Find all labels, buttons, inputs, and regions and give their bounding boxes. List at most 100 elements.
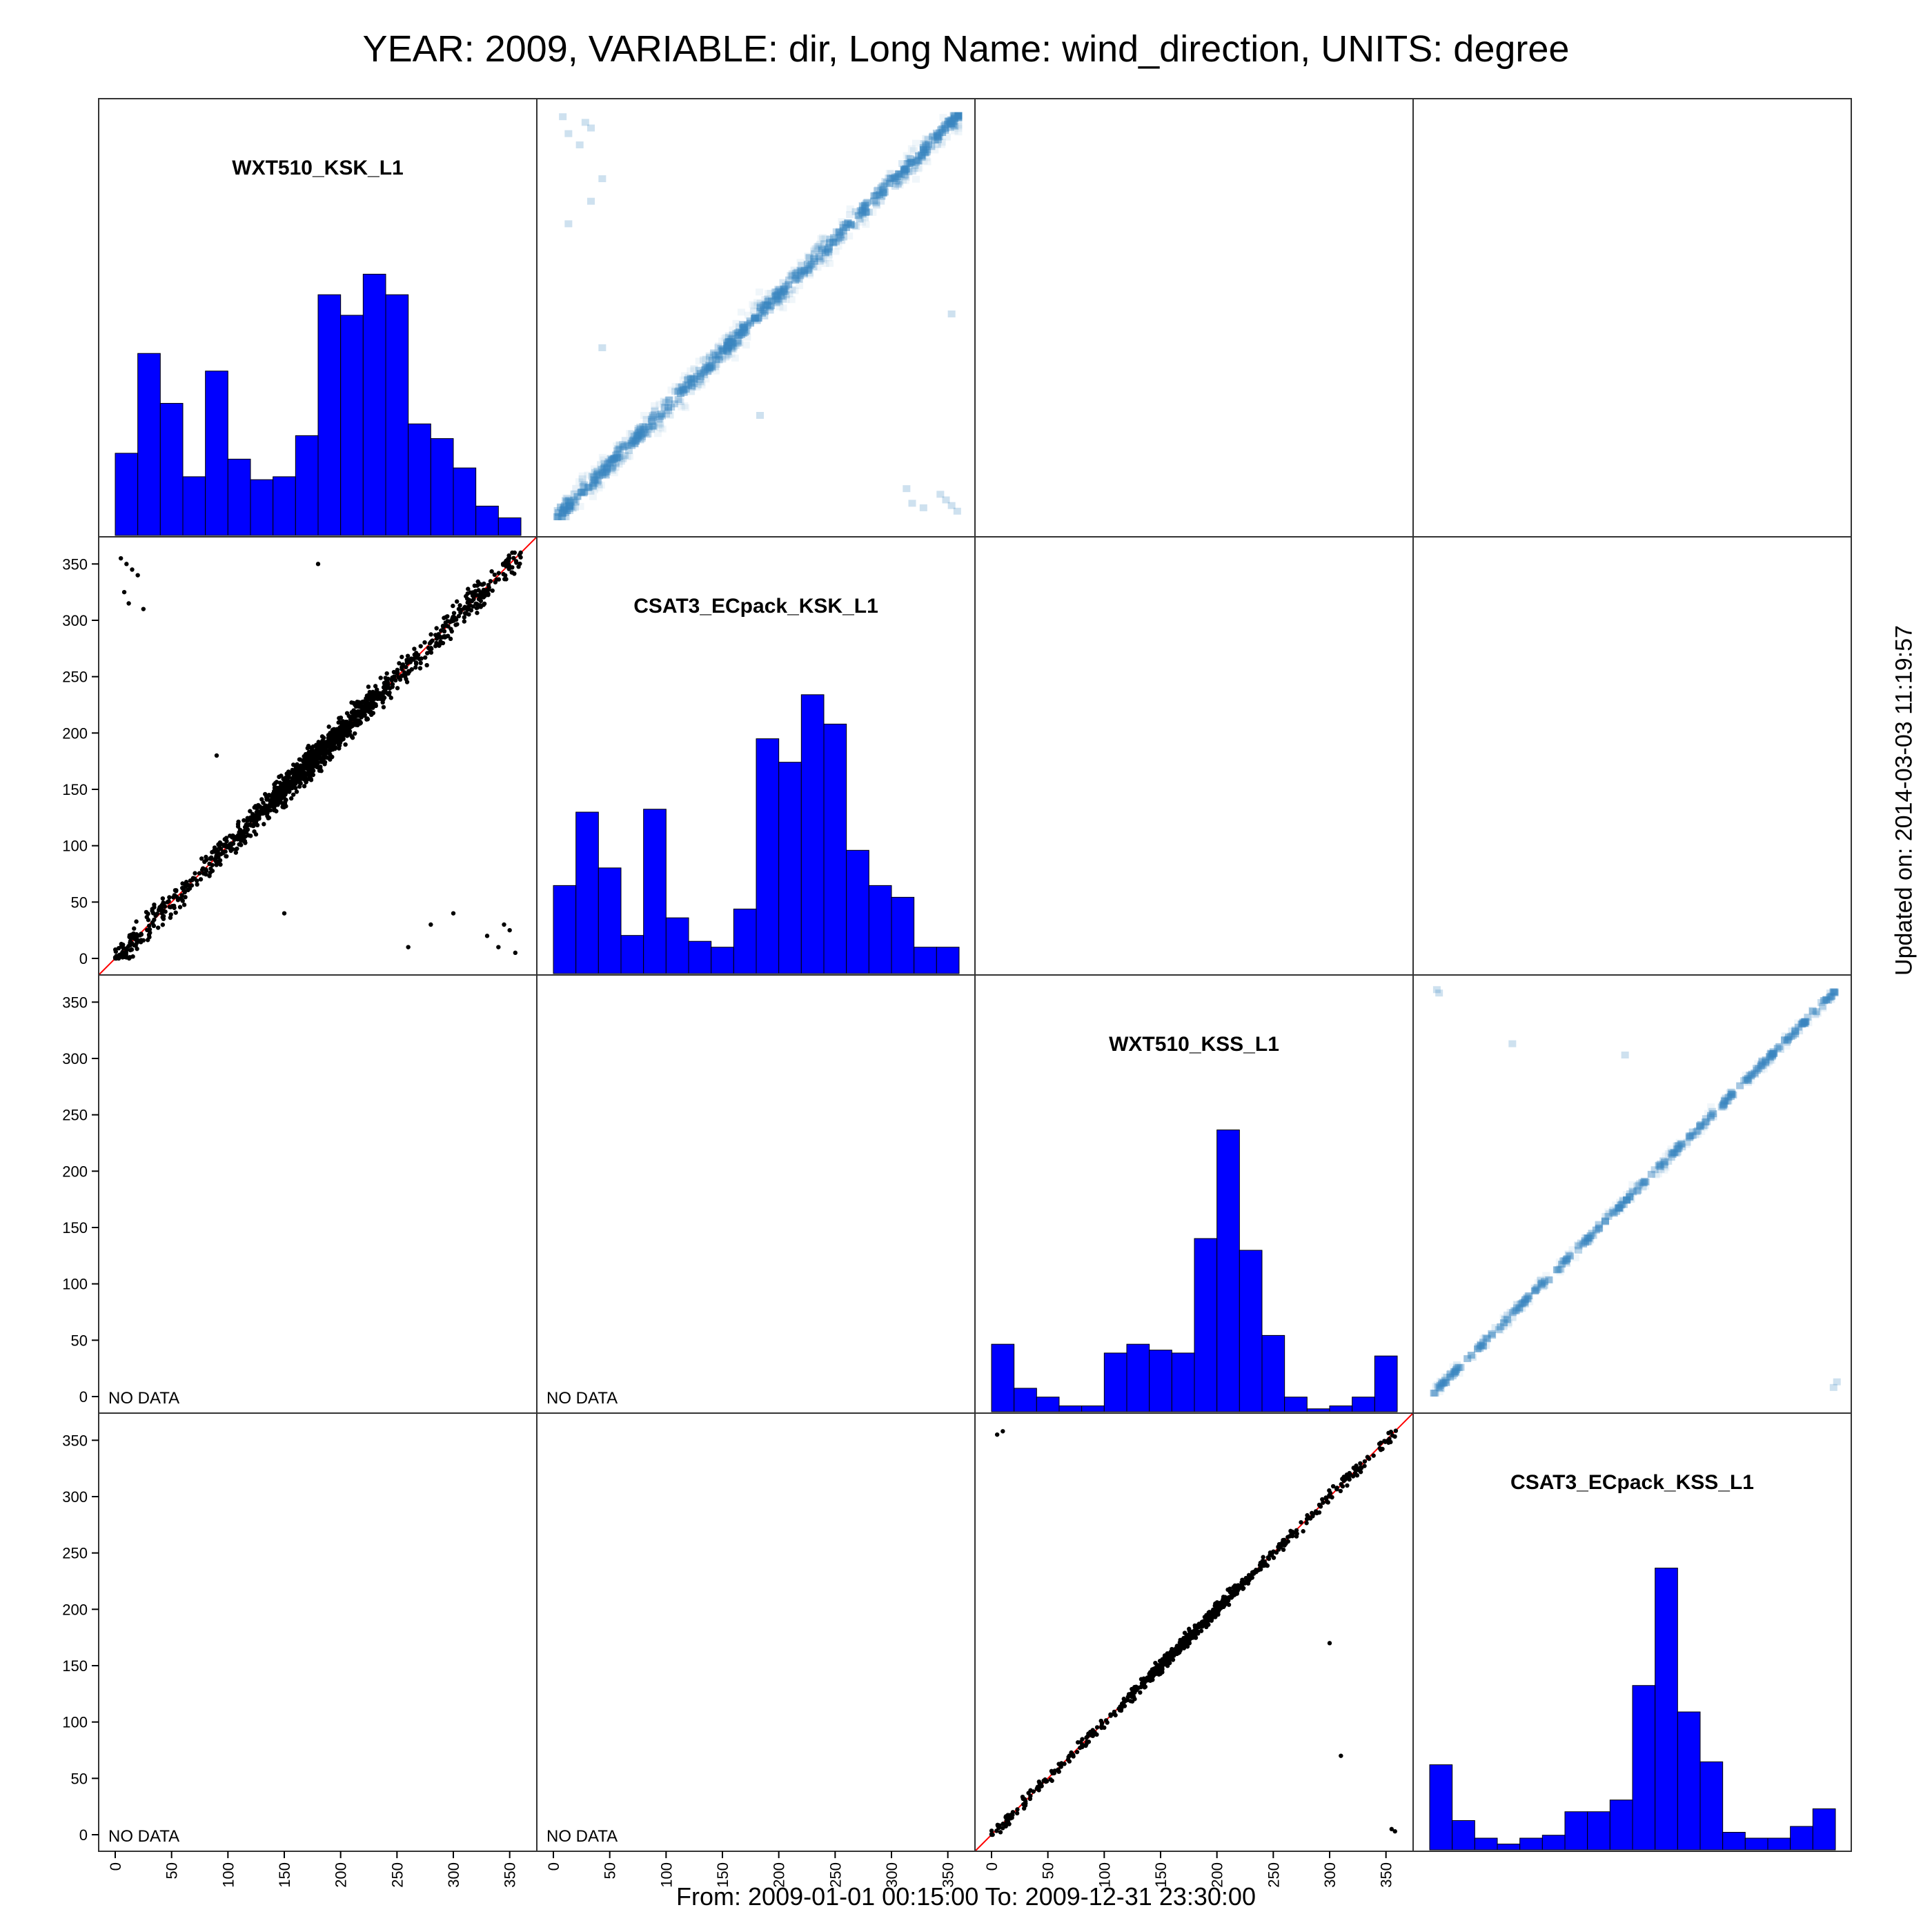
- density-cell: [708, 357, 716, 364]
- density-cell: [604, 460, 612, 468]
- density-cell: [1499, 1323, 1508, 1330]
- scatter-point: [244, 824, 248, 829]
- scatter-point: [253, 816, 259, 820]
- scatter-point: [274, 780, 279, 785]
- density-cell: [885, 180, 894, 188]
- scatter-point: [182, 889, 187, 895]
- scatter-point: [994, 1432, 1000, 1437]
- density-cell: [760, 312, 769, 319]
- scatter-point: [1345, 1483, 1350, 1488]
- scatter-point: [132, 926, 137, 931]
- density-cell: [756, 412, 764, 419]
- scatter-point: [1310, 1512, 1315, 1517]
- x-tick-label: 200: [333, 1862, 350, 1888]
- scatter-point: [428, 922, 433, 927]
- density-cell: [1688, 1128, 1697, 1136]
- density-cell: [589, 480, 597, 487]
- scatter-point: [1320, 1497, 1325, 1502]
- density-cell: [717, 345, 725, 353]
- hist-bar: [733, 908, 757, 974]
- scatter-point: [454, 599, 460, 604]
- scatter-point: [227, 842, 233, 847]
- scatter-point: [349, 722, 355, 727]
- scatter-point: [246, 833, 251, 838]
- hist-bar: [1149, 1350, 1172, 1412]
- density-cell: [791, 287, 799, 295]
- density-cell: [1506, 1308, 1515, 1316]
- density-cell: [1468, 1354, 1477, 1361]
- scatter-point: [114, 956, 119, 961]
- density-cell: [656, 400, 664, 408]
- scatter-point: [1351, 1466, 1356, 1470]
- density-cell: [923, 148, 931, 156]
- scatter-point: [1133, 1687, 1138, 1692]
- density-cell: [918, 152, 927, 160]
- density-cell: [793, 275, 801, 282]
- density-cell: [731, 342, 740, 349]
- density-cell: [1450, 1368, 1459, 1376]
- density-cell: [666, 411, 674, 419]
- density-cell: [1785, 1034, 1793, 1041]
- hist-bar: [688, 940, 712, 974]
- density-cell: [1650, 1166, 1659, 1174]
- density-cell: [749, 301, 757, 308]
- hist-bar: [1103, 1352, 1127, 1412]
- density-cell: [1436, 1381, 1444, 1389]
- density-cell: [837, 231, 845, 239]
- density-cell: [886, 174, 894, 181]
- scatter-point: [510, 570, 515, 575]
- scatter-point: [1232, 1588, 1236, 1593]
- scatter-point: [1281, 1537, 1287, 1543]
- scatter-point: [233, 850, 239, 855]
- density-cell: [736, 323, 744, 331]
- density-cell: [1757, 1061, 1766, 1068]
- density-cell: [749, 307, 758, 315]
- y-tick-label: 0: [79, 950, 88, 967]
- scatter-point: [311, 764, 316, 769]
- density-cell: [630, 433, 638, 440]
- density-cell: [658, 412, 667, 420]
- density-cell: [760, 306, 768, 314]
- density-cell: [810, 247, 818, 255]
- density-cell: [953, 507, 961, 515]
- density-cell: [566, 507, 574, 515]
- density-cell: [642, 423, 650, 431]
- density-cell: [664, 396, 673, 404]
- scatter-point: [494, 577, 500, 582]
- density-cell: [1438, 1380, 1446, 1388]
- density-cell: [937, 126, 945, 134]
- density-cell: [1581, 1239, 1589, 1246]
- scatter-point: [378, 676, 383, 680]
- density-cell: [1623, 1196, 1631, 1203]
- density-cell: [819, 256, 827, 264]
- density-cell: [649, 423, 658, 431]
- density-cell: [1813, 1009, 1822, 1017]
- density-cell: [1768, 1056, 1776, 1064]
- scatter-point: [163, 909, 168, 914]
- density-cell: [919, 504, 927, 511]
- density-cell: [590, 480, 598, 487]
- density-cell: [1828, 992, 1836, 1000]
- density-cell: [624, 446, 633, 454]
- scatter-point: [397, 677, 403, 682]
- scatter-point: [294, 789, 299, 794]
- density-cell: [949, 112, 958, 119]
- panel-border: [98, 1412, 538, 1852]
- density-cell: [640, 429, 648, 437]
- density-cell: [1537, 1276, 1545, 1284]
- density-cell: [1558, 1261, 1566, 1268]
- scatter-point: [1004, 1816, 1009, 1821]
- density-cell: [1639, 1179, 1648, 1187]
- hist-bar: [1126, 1343, 1150, 1412]
- density-cell: [709, 350, 718, 357]
- density-cell: [724, 348, 732, 355]
- scatter-point: [1358, 1470, 1363, 1475]
- density-cell: [1504, 1311, 1512, 1319]
- scatter-point: [1362, 1459, 1368, 1464]
- scatter-point: [1260, 1559, 1265, 1564]
- density-cell: [1719, 1100, 1728, 1107]
- density-cell: [1724, 1094, 1733, 1101]
- density-cell: [840, 233, 848, 241]
- scatter-point: [444, 623, 449, 628]
- density-cell: [835, 228, 843, 235]
